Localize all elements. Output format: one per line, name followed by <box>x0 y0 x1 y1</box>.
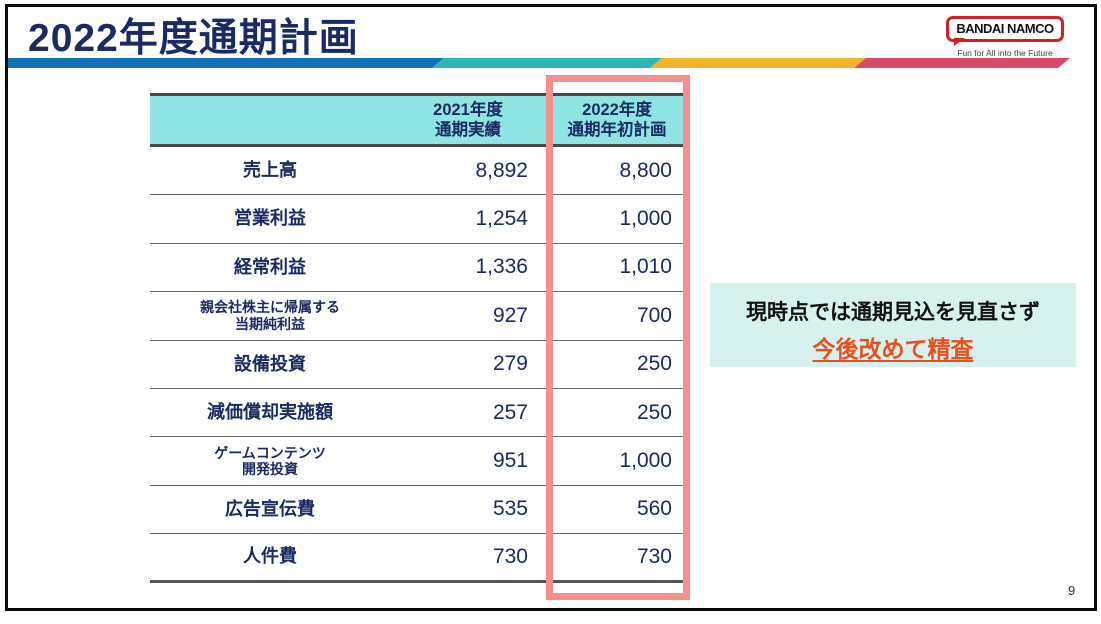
bar-segment-yellow <box>650 58 866 68</box>
logo-bubble-tail-icon <box>954 38 966 46</box>
table-row: ゲームコンテンツ 開発投資 951 1,000 <box>150 437 688 486</box>
fy2022-value: 250 <box>636 400 672 424</box>
table-header-row: 2021年度 通期実績 2022年度 通期年初計画 <box>150 93 688 147</box>
bandai-namco-logo: BANDAI NAMCO Fun for All into the Future <box>934 16 1076 58</box>
page-number: 9 <box>1068 583 1076 598</box>
table-row: 人件費 730 730 <box>150 534 688 583</box>
fy2021-value: 730 <box>492 544 528 568</box>
table-row: 営業利益 1,254 1,000 <box>150 195 688 244</box>
decorative-color-bar <box>8 58 1070 68</box>
table-row: 減価償却実施額 257 250 <box>150 389 688 438</box>
fy2021-value: 951 <box>492 449 528 473</box>
table-row: 売上高 8,892 8,800 <box>150 147 688 196</box>
row-label-net-profit-parent: 親会社株主に帰属する 当期純利益 <box>200 299 340 332</box>
row-label-net-sales: 売上高 <box>243 160 297 181</box>
fy2022-value: 1,000 <box>619 449 672 473</box>
annotation-line1: 現時点では通期見込を見直さず <box>746 301 1040 324</box>
fy2021-value: 8,892 <box>475 158 528 182</box>
annotation-box: 現時点では通期見込を見直さず 今後改めて精査 <box>710 283 1076 367</box>
table-row: 広告宣伝費 535 560 <box>150 486 688 535</box>
logo-tagline: Fun for All into the Future <box>957 48 1053 58</box>
fy2021-value: 257 <box>492 400 528 424</box>
table-row: 親会社株主に帰属する 当期純利益 927 700 <box>150 292 688 341</box>
logo-brand-text: BANDAI NAMCO <box>956 21 1054 36</box>
financial-plan-table: 2021年度 通期実績 2022年度 通期年初計画 売上高 8,892 8,80… <box>150 93 688 583</box>
fy2021-value: 279 <box>492 352 528 376</box>
row-label-personnel: 人件費 <box>243 546 297 567</box>
fy2021-value: 927 <box>492 303 528 327</box>
row-label-capex: 設備投資 <box>234 353 306 374</box>
fy2021-value: 1,254 <box>475 207 528 231</box>
bar-segment-pink <box>854 58 1070 68</box>
page-title: 2022年度通期計画 <box>28 17 359 60</box>
row-label-operating-profit: 営業利益 <box>234 208 306 229</box>
fy2022-value: 730 <box>636 544 672 568</box>
row-label-advertising: 広告宣伝費 <box>225 498 315 519</box>
fy2022-value: 1,010 <box>619 255 672 279</box>
header-fy2021: 2021年度 通期実績 <box>433 100 503 139</box>
header-fy2022: 2022年度 通期年初計画 <box>567 100 667 139</box>
row-label-game-content-investment: ゲームコンテンツ 開発投資 <box>214 444 326 478</box>
bar-segment-blue <box>8 58 444 68</box>
fy2021-value: 535 <box>492 497 528 521</box>
bar-segment-teal <box>432 58 662 68</box>
row-label-recurring-profit: 経常利益 <box>234 256 306 277</box>
fy2022-value: 700 <box>636 303 672 327</box>
annotation-line2: 今後改めて精査 <box>812 336 974 362</box>
table-row: 経常利益 1,336 1,010 <box>150 244 688 293</box>
fy2022-value: 560 <box>636 497 672 521</box>
fy2022-value: 250 <box>636 352 672 376</box>
logo-speech-bubble: BANDAI NAMCO <box>946 16 1064 46</box>
table-row: 設備投資 279 250 <box>150 341 688 389</box>
fy2022-value: 1,000 <box>619 207 672 231</box>
fy2021-value: 1,336 <box>475 255 528 279</box>
fy2022-value: 8,800 <box>619 158 672 182</box>
row-label-depreciation: 減価償却実施額 <box>207 402 333 423</box>
